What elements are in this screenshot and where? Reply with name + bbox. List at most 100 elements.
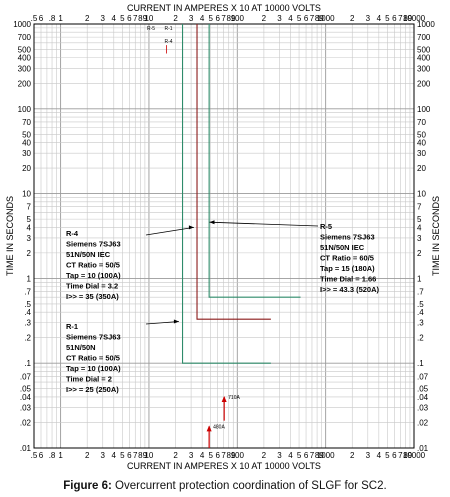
x-tick-label-top: 9 — [319, 14, 324, 23]
annotation-line: R-1 — [66, 322, 78, 331]
y-axis-title-right: TIME IN SECONDS — [431, 196, 441, 276]
x-tick-label-top: .8 — [49, 14, 56, 23]
x-tick-label-bottom: 10 — [144, 451, 153, 460]
y-tick-label-right: 5 — [417, 215, 422, 224]
x-tick-label-top: 2 — [173, 14, 178, 23]
x-tick-label-bottom: 4 — [288, 451, 293, 460]
y-tick-label-left: .5 — [24, 300, 31, 309]
x-tick-label-top: .5 — [31, 14, 38, 23]
x-tick-label-top: 9 — [231, 14, 236, 23]
x-tick-label-top: 8 — [403, 14, 408, 23]
y-tick-label-right: 40 — [417, 139, 426, 148]
y-tick-label-right: 200 — [417, 79, 431, 88]
x-tick-label-bottom: 5 — [120, 451, 125, 460]
x-tick-label-top: 1000 — [317, 14, 335, 23]
plot-frame — [33, 23, 415, 449]
x-tick-label-bottom: 6 — [127, 451, 132, 460]
x-tick-label-top: 3 — [101, 14, 106, 23]
x-tick-label-bottom: 6 — [304, 451, 309, 460]
x-tick-label-bottom: 7 — [310, 451, 315, 460]
x-tick-label-bottom: 7 — [133, 451, 138, 460]
y-tick-label-left: .03 — [20, 404, 32, 413]
annotation-line: Tap = 10 (100A) — [66, 364, 121, 373]
y-tick-label-right: 500 — [417, 46, 431, 55]
grid — [33, 24, 414, 449]
x-tick-label-bottom: 2 — [85, 451, 90, 460]
x-tick-label-bottom: 4 — [200, 451, 205, 460]
x-tick-label-bottom: 5 — [208, 451, 213, 460]
plot-background — [0, 0, 450, 475]
y-tick-label-left: 3 — [27, 234, 32, 243]
series-line-r-4 — [196, 24, 271, 320]
y-tick-label-left: 500 — [18, 46, 32, 55]
annotation-line: Time Dial = 1.66 — [320, 275, 376, 284]
y-tick-label-left: 100 — [18, 105, 32, 114]
y-tick-label-right: 1000 — [417, 20, 435, 29]
y-tick-label-right: .03 — [417, 404, 429, 413]
top-small-label: R-4 — [165, 39, 173, 45]
y-tick-label-right: 50 — [417, 130, 426, 139]
y-tick-label-right: .04 — [417, 393, 429, 402]
x-tick-label-top: 2 — [262, 14, 267, 23]
y-tick-label-left: 400 — [18, 54, 32, 63]
x-tick-label-bottom: 8 — [315, 451, 320, 460]
x-tick-label-bottom: 2 — [350, 451, 355, 460]
x-tick-label-bottom: 8 — [227, 451, 232, 460]
x-tick-label-bottom: 6 — [392, 451, 397, 460]
x-axis-title-top: CURRENT IN AMPERES X 10 AT 10000 VOLTS — [127, 3, 321, 13]
y-tick-label-right: 700 — [417, 33, 431, 42]
current-marker-arrowhead — [221, 395, 227, 402]
annotation-line: R-4 — [66, 229, 79, 238]
annotation-arrowhead — [209, 220, 215, 225]
y-tick-label-right: .2 — [417, 334, 424, 343]
annotation-line: Time Dial = 3.2 — [66, 282, 118, 291]
annotation-line: Siemens 7SJ63 — [66, 240, 121, 249]
x-tick-label-top: 9 — [408, 14, 413, 23]
y-tick-label-left: .05 — [20, 385, 32, 394]
x-tick-label-top: 3 — [277, 14, 282, 23]
x-tick-label-top: 7 — [398, 14, 403, 23]
x-tick-label-top: 3 — [366, 14, 371, 23]
x-tick-label-bottom: 7 — [398, 451, 403, 460]
y-tick-label-left: 1000 — [13, 20, 31, 29]
x-tick-label-bottom: 3 — [101, 451, 106, 460]
y-tick-label-left: 20 — [22, 164, 31, 173]
x-tick-label-bottom: 2 — [262, 451, 267, 460]
y-tick-label-right: 70 — [417, 118, 426, 127]
x-tick-label-bottom: 10000 — [403, 451, 426, 460]
y-tick-label-left: .04 — [20, 393, 32, 402]
x-tick-label-bottom: 100 — [231, 451, 245, 460]
x-tick-label-bottom: .5 — [31, 451, 38, 460]
y-tick-label-right: .07 — [417, 372, 429, 381]
x-tick-label-top: 10000 — [403, 14, 426, 23]
x-axis-title-bottom: CURRENT IN AMPERES X 10 AT 10000 VOLTS — [127, 461, 321, 471]
x-tick-label-top: 10 — [144, 14, 153, 23]
y-tick-label-left: 10 — [22, 190, 31, 199]
x-tick-label-top: 4 — [288, 14, 293, 23]
annotation-line: I>> = 35 (350A) — [66, 292, 119, 301]
x-tick-label-top: 7 — [133, 14, 138, 23]
y-tick-label-left: 1 — [27, 274, 32, 283]
annotation-line: Tap = 10 (100A) — [66, 271, 121, 280]
y-tick-label-left: 30 — [22, 149, 31, 158]
y-tick-label-right: 400 — [417, 54, 431, 63]
x-tick-label-bottom: 1 — [58, 451, 63, 460]
y-tick-label-right: .3 — [417, 319, 424, 328]
annotation-line: Siemens 7SJ63 — [320, 233, 375, 242]
y-tick-label-left: 70 — [22, 118, 31, 127]
x-tick-label-bottom: 7 — [221, 451, 226, 460]
x-tick-label-bottom: 8 — [138, 451, 143, 460]
annotation-leader — [145, 226, 194, 236]
x-tick-label-top: 100 — [231, 14, 245, 23]
y-tick-label-left: 4 — [27, 223, 32, 232]
y-tick-label-right: 3 — [417, 234, 422, 243]
x-tick-label-bottom: 4 — [112, 451, 117, 460]
annotation-arrowhead — [173, 319, 179, 324]
y-tick-label-right: 20 — [417, 164, 426, 173]
x-tick-label-top: 6 — [215, 14, 220, 23]
annotation-leader — [209, 221, 319, 227]
annotation-line: 51N/50N IEC — [66, 250, 111, 259]
figure-caption: Figure 6: Overcurrent protection coordin… — [0, 480, 450, 492]
